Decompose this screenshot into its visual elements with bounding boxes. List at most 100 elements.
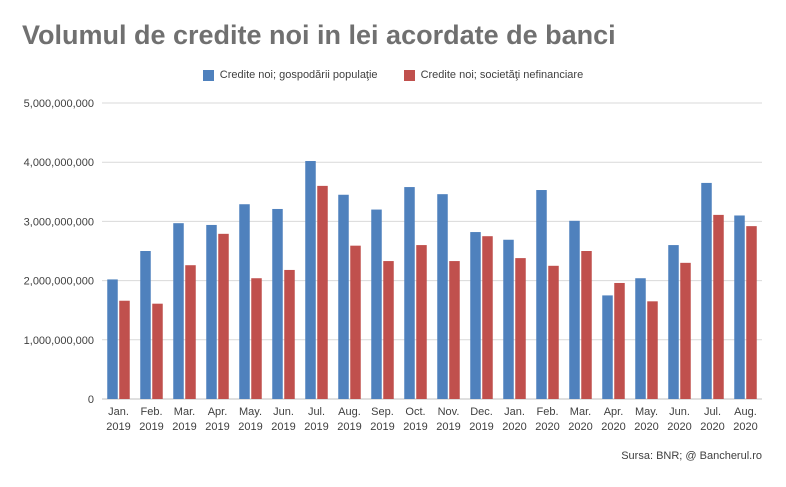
x-tick-label: 2020: [568, 421, 592, 433]
x-tick-label: 2019: [238, 421, 262, 433]
chart-title: Volumul de credite noi in lei acordate d…: [22, 20, 616, 50]
bar-households: [338, 194, 349, 399]
x-tick-label: Jun.: [669, 406, 690, 418]
bar-companies: [515, 258, 526, 399]
x-tick-label: 2019: [337, 421, 361, 433]
x-tick-label: 2019: [436, 421, 460, 433]
bar-companies: [317, 185, 328, 399]
legend: Credite noi; gospodării populaţie Credit…: [0, 66, 786, 84]
source-note: Sursa: BNR; @ Bancherul.ro: [621, 450, 762, 462]
x-tick-label: 2019: [139, 421, 163, 433]
x-tick-label: Sep.: [371, 406, 394, 418]
bar-companies: [185, 265, 196, 399]
bar-households: [206, 224, 217, 399]
bar-companies: [416, 245, 427, 399]
bar-households: [569, 220, 580, 399]
x-tick-label: 2020: [634, 421, 658, 433]
y-tick-label: 0: [88, 394, 94, 406]
bar-companies: [284, 269, 295, 399]
x-tick-label: 2019: [403, 421, 427, 433]
bar-households: [239, 204, 250, 399]
x-tick-label: Jun.: [273, 406, 294, 418]
bar-households: [536, 190, 547, 399]
y-tick-label: 2,000,000,000: [24, 276, 94, 288]
x-tick-label: 2019: [304, 421, 328, 433]
bar-households: [371, 209, 382, 399]
legend-swatch-companies: [403, 69, 415, 81]
x-tick-label: 2020: [733, 421, 757, 433]
legend-swatch-households: [202, 69, 214, 81]
y-tick-label: 4,000,000,000: [24, 157, 94, 169]
y-tick-label: 1,000,000,000: [24, 335, 94, 347]
x-tick-label: 2020: [535, 421, 559, 433]
x-tick-label: 2019: [370, 421, 394, 433]
bar-households: [503, 239, 514, 399]
x-tick-label: 2019: [271, 421, 295, 433]
bar-companies: [350, 245, 361, 399]
bar-companies: [614, 282, 625, 399]
bar-companies: [482, 236, 493, 399]
bar-households: [404, 187, 415, 399]
x-tick-label: 2020: [700, 421, 724, 433]
bar-households: [173, 223, 184, 399]
x-tick-label: Oct.: [405, 406, 425, 418]
x-tick-label: Jan.: [108, 406, 129, 418]
x-tick-label: Jul.: [308, 406, 325, 418]
bar-households: [635, 278, 646, 399]
x-tick-label: Mar.: [570, 406, 591, 418]
bar-companies: [647, 301, 658, 399]
x-tick-label: 2020: [502, 421, 526, 433]
x-tick-label: 2019: [106, 421, 130, 433]
x-tick-label: 2019: [205, 421, 229, 433]
legend-item-companies: Credite noi; societăţi nefinanciare: [403, 66, 584, 84]
x-tick-label: Feb.: [140, 406, 162, 418]
x-tick-label: Feb.: [536, 406, 558, 418]
gridlines: [102, 102, 762, 400]
x-tick-label: 2019: [469, 421, 493, 433]
x-tick-label: Apr.: [604, 406, 624, 418]
x-tick-label: 2020: [667, 421, 691, 433]
bar-households: [602, 295, 613, 399]
x-tick-label: Aug.: [338, 406, 361, 418]
x-tick-label: Nov.: [438, 406, 460, 418]
bar-companies: [119, 300, 130, 399]
x-tick-label: May.: [635, 406, 658, 418]
bar-households: [107, 279, 118, 399]
bar-households: [734, 215, 745, 399]
x-tick-label: Dec.: [470, 406, 493, 418]
bar-companies: [746, 226, 757, 399]
x-axis-tick-labels: Jan. 2019 Feb. 2019 Mar. 2019 Apr. 2019 May. 2019…: [106, 406, 757, 433]
x-tick-label: Mar.: [174, 406, 195, 418]
bar-companies: [713, 214, 724, 399]
x-tick-label: 2020: [601, 421, 625, 433]
bar-households: [272, 208, 283, 399]
x-tick-label: Apr.: [208, 406, 228, 418]
bar-companies: [383, 261, 394, 399]
bar-companies: [548, 265, 559, 399]
bar-households: [437, 194, 448, 399]
bars: [107, 161, 757, 399]
x-tick-label: May.: [239, 406, 262, 418]
bar-companies: [251, 278, 262, 399]
bar-households: [470, 232, 481, 399]
x-tick-label: Jul.: [704, 406, 721, 418]
bar-companies: [680, 262, 691, 399]
y-axis-tick-labels: 0 1,000,000,000 2,000,000,000 3,000,000,000…: [24, 98, 94, 406]
bar-households: [140, 251, 151, 399]
y-tick-label: 3,000,000,000: [24, 216, 94, 228]
legend-item-households: Credite noi; gospodării populaţie: [202, 66, 378, 84]
bar-households: [668, 245, 679, 399]
bar-companies: [449, 261, 460, 399]
bar-households: [701, 182, 712, 399]
x-tick-label: Aug.: [734, 406, 757, 418]
bar-companies: [152, 303, 163, 399]
legend-label-households: Credite noi; gospodării populaţie: [219, 69, 378, 81]
x-tick-label: Jan.: [504, 406, 525, 418]
bar-households: [305, 161, 316, 399]
x-tick-label: 2019: [172, 421, 196, 433]
legend-label-companies: Credite noi; societăţi nefinanciare: [420, 69, 584, 81]
bar-companies: [218, 233, 229, 399]
y-tick-label: 5,000,000,000: [24, 98, 94, 110]
bar-companies: [581, 251, 592, 399]
